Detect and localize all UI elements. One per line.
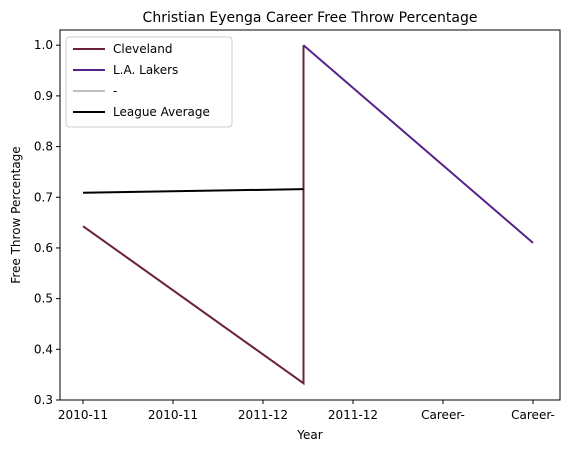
series-layer bbox=[82, 44, 534, 386]
y-tick-label: 0.9 bbox=[34, 89, 53, 103]
x-tick-label: 2010-11 bbox=[148, 408, 198, 422]
legend-label: - bbox=[113, 84, 117, 98]
y-tick-label: 0.5 bbox=[34, 292, 53, 306]
y-axis-label: Free Throw Percentage bbox=[9, 146, 23, 283]
plot-frame bbox=[59, 29, 561, 401]
x-tick-label: 2010-11 bbox=[58, 408, 108, 422]
legend-box bbox=[65, 36, 233, 128]
series-line-1 bbox=[302, 44, 534, 244]
x-tick-label: 2011-12 bbox=[328, 408, 378, 422]
y-tick-label: 1.0 bbox=[34, 38, 53, 52]
chart-title: Christian Eyenga Career Free Throw Perce… bbox=[143, 10, 478, 26]
y-tick-label: 0.3 bbox=[34, 393, 53, 407]
series-line-3 bbox=[82, 188, 304, 194]
y-tick-label: 0.4 bbox=[34, 342, 53, 356]
x-tick-label: Career- bbox=[421, 408, 465, 422]
axis-layer: 2010-11 2010-11 2011-12 2011-12 Career- Caree… bbox=[34, 38, 555, 422]
legend-label: L.A. Lakers bbox=[113, 63, 178, 77]
y-tick-label: 0.7 bbox=[34, 190, 53, 204]
series-line-0 bbox=[82, 45, 305, 386]
y-tick-label: 0.8 bbox=[34, 140, 53, 154]
legend-label: Cleveland bbox=[113, 42, 173, 56]
y-tick-label: 0.6 bbox=[34, 241, 53, 255]
x-tick-label: 2011-12 bbox=[238, 408, 288, 422]
legend-label: League Average bbox=[113, 105, 210, 119]
x-tick-label: Career- bbox=[511, 408, 555, 422]
x-axis-label: Year bbox=[296, 428, 322, 442]
legend: Cleveland L.A. Lakers - League Average bbox=[65, 36, 233, 128]
